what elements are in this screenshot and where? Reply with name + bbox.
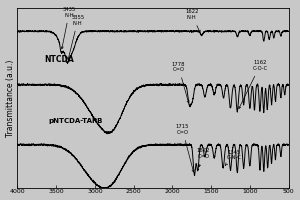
Text: 1345
C-N-C: 1345 C-N-C	[225, 150, 242, 165]
Text: NTCDA: NTCDA	[44, 55, 74, 64]
Text: 3355
N-H: 3355 N-H	[68, 15, 84, 59]
Text: 1622
N-H: 1622 N-H	[185, 9, 200, 32]
Text: 3435
N-H: 3435 N-H	[61, 7, 76, 49]
Y-axis label: Transmittance (a.u.): Transmittance (a.u.)	[6, 59, 15, 137]
Text: pNTCDA-TAPB: pNTCDA-TAPB	[48, 118, 103, 124]
Text: 1778
C=O: 1778 C=O	[172, 62, 189, 103]
Text: 1715
C=O: 1715 C=O	[176, 124, 194, 172]
Text: 1672
C=O: 1672 C=O	[196, 148, 210, 167]
Text: 1162
C-O-C: 1162 C-O-C	[239, 60, 268, 109]
